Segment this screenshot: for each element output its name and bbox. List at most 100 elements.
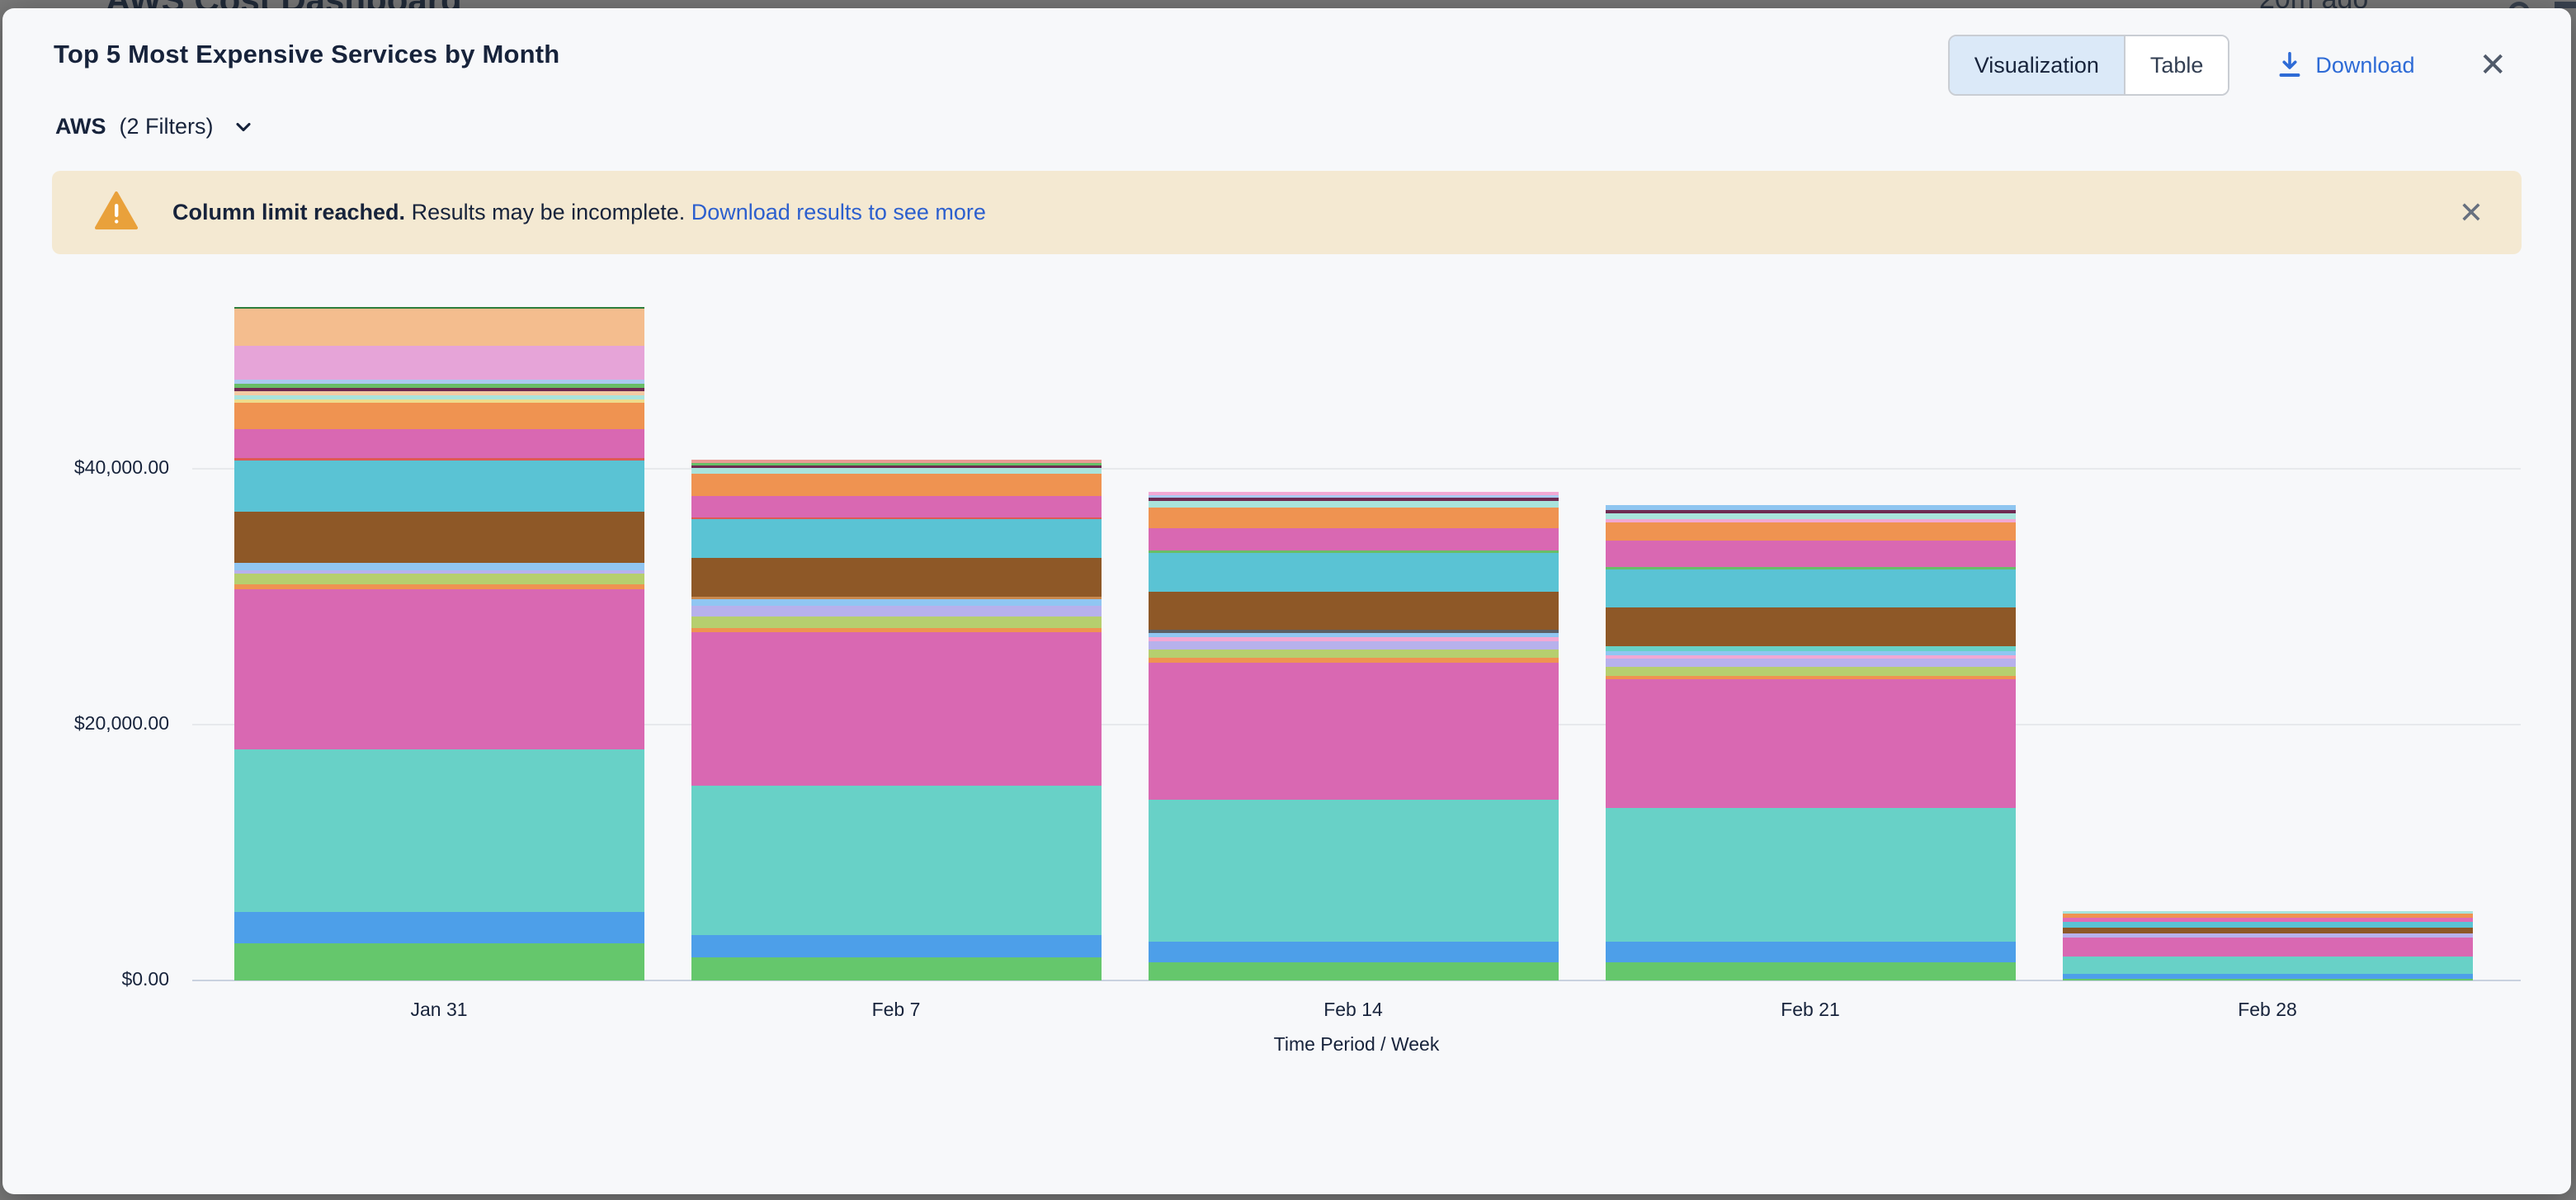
bar-segment[interactable]	[234, 569, 644, 574]
bar-segment[interactable]	[2062, 910, 2473, 914]
bar-segment[interactable]	[234, 512, 644, 563]
bar-segment[interactable]	[1148, 658, 1559, 664]
download-results-link[interactable]: Download results to see more	[691, 200, 986, 224]
bar-segment[interactable]	[691, 459, 1102, 464]
bar-segment[interactable]	[234, 306, 644, 309]
bar-segment[interactable]	[691, 627, 1102, 632]
bar-segment[interactable]	[2062, 956, 2473, 975]
bar-segment[interactable]	[234, 749, 644, 913]
bar-segment[interactable]	[691, 518, 1102, 558]
bar-segment[interactable]	[234, 584, 644, 590]
bar-segment[interactable]	[1148, 492, 1559, 496]
bar-segment[interactable]	[234, 589, 644, 750]
bar-segment[interactable]	[1148, 497, 1559, 502]
bar-segment[interactable]	[1605, 646, 2016, 651]
bar-segment[interactable]	[2062, 974, 2473, 979]
bar-segment[interactable]	[1605, 679, 2016, 808]
bar-segment[interactable]	[1605, 659, 2016, 668]
filter-dropdown[interactable]: AWS (2 Filters)	[55, 114, 255, 139]
bar-segment[interactable]	[1605, 504, 2016, 511]
bar-segment[interactable]	[234, 395, 644, 399]
bar-segment[interactable]	[234, 380, 644, 385]
bar-segment[interactable]	[2062, 927, 2473, 934]
bar-segment[interactable]	[691, 557, 1102, 598]
tab-visualization[interactable]: Visualization	[1949, 36, 2125, 94]
bar-segment[interactable]	[1148, 962, 1559, 980]
bar-segment[interactable]	[234, 458, 644, 461]
bar-segment[interactable]	[1605, 676, 2016, 680]
bar-segment[interactable]	[1148, 508, 1559, 528]
bar-segment[interactable]	[2062, 917, 2473, 923]
download-button[interactable]: Download	[2277, 52, 2414, 78]
bar-segment[interactable]	[1605, 941, 2016, 963]
bar-segment[interactable]	[1148, 650, 1559, 659]
bar-segment[interactable]	[1148, 527, 1559, 550]
bar-segment[interactable]	[1605, 541, 2016, 567]
bar-segment[interactable]	[2062, 937, 2473, 957]
bar-segment[interactable]	[691, 957, 1102, 980]
bar-segment[interactable]	[691, 786, 1102, 936]
bar-segment[interactable]	[1148, 501, 1559, 508]
bar-segment[interactable]	[1148, 799, 1559, 942]
bar-segment[interactable]	[691, 599, 1102, 606]
bar-segment[interactable]	[691, 935, 1102, 958]
bar-segment[interactable]	[1148, 632, 1559, 638]
bar-segment[interactable]	[1605, 962, 2016, 980]
bar-segment[interactable]	[1148, 495, 1559, 498]
bar-segment[interactable]	[234, 943, 644, 980]
bar-segment[interactable]	[1605, 807, 2016, 942]
modal-close-icon[interactable]: ✕	[2479, 47, 2507, 83]
bar-segment[interactable]	[234, 391, 644, 396]
bar-segment[interactable]	[234, 384, 644, 388]
stacked-bar-feb-7[interactable]	[691, 459, 1102, 980]
stacked-bar-feb-21[interactable]	[1605, 504, 2016, 980]
bar-segment[interactable]	[1605, 522, 2016, 541]
bar-segment[interactable]	[691, 463, 1102, 465]
bar-segment[interactable]	[2062, 914, 2473, 918]
bar-segment[interactable]	[2062, 979, 2473, 980]
bar-segment[interactable]	[1605, 510, 2016, 514]
bar-segment[interactable]	[1605, 607, 2016, 647]
bar-segment[interactable]	[234, 387, 644, 392]
bar-segment[interactable]	[1148, 637, 1559, 641]
bar-segment[interactable]	[1605, 518, 2016, 522]
bar-segment[interactable]	[234, 309, 644, 347]
bar-segment[interactable]	[1605, 650, 2016, 655]
bar-segment[interactable]	[234, 562, 644, 570]
bar-segment[interactable]	[234, 574, 644, 585]
bar-segment[interactable]	[691, 597, 1102, 600]
tab-table[interactable]: Table	[2125, 36, 2229, 94]
bar-segment[interactable]	[234, 399, 644, 403]
bar-segment[interactable]	[2062, 933, 2473, 938]
stacked-bar-jan-31[interactable]	[234, 306, 644, 980]
bar-segment[interactable]	[1148, 640, 1559, 650]
bar-segment[interactable]	[691, 605, 1102, 617]
bar-segment[interactable]	[1148, 629, 1559, 633]
bar-segment[interactable]	[1148, 941, 1559, 963]
bar-segment[interactable]	[1148, 591, 1559, 630]
bar-segment[interactable]	[691, 631, 1102, 787]
bar-segment[interactable]	[691, 495, 1102, 517]
bar-segment[interactable]	[234, 402, 644, 430]
bar-segment[interactable]	[1148, 550, 1559, 554]
bar-segment[interactable]	[691, 517, 1102, 519]
bar-segment[interactable]	[1605, 566, 2016, 570]
bar-segment[interactable]	[691, 465, 1102, 469]
bar-segment[interactable]	[234, 429, 644, 459]
bar-segment[interactable]	[234, 460, 644, 513]
bar-segment[interactable]	[1148, 553, 1559, 592]
stacked-bar-feb-14[interactable]	[1148, 492, 1559, 980]
bar-segment[interactable]	[1605, 513, 2016, 519]
bar-segment[interactable]	[691, 617, 1102, 628]
banner-close-icon[interactable]: ✕	[2458, 195, 2484, 229]
bar-segment[interactable]	[691, 473, 1102, 496]
bar-segment[interactable]	[1605, 667, 2016, 677]
bar-segment[interactable]	[1605, 654, 2016, 659]
bar-segment[interactable]	[1605, 569, 2016, 607]
bar-segment[interactable]	[2062, 922, 2473, 928]
stacked-bar-feb-28[interactable]	[2062, 910, 2473, 980]
bar-segment[interactable]	[234, 912, 644, 944]
bar-segment[interactable]	[234, 346, 644, 380]
bar-segment[interactable]	[1148, 663, 1559, 800]
bar-segment[interactable]	[691, 468, 1102, 474]
